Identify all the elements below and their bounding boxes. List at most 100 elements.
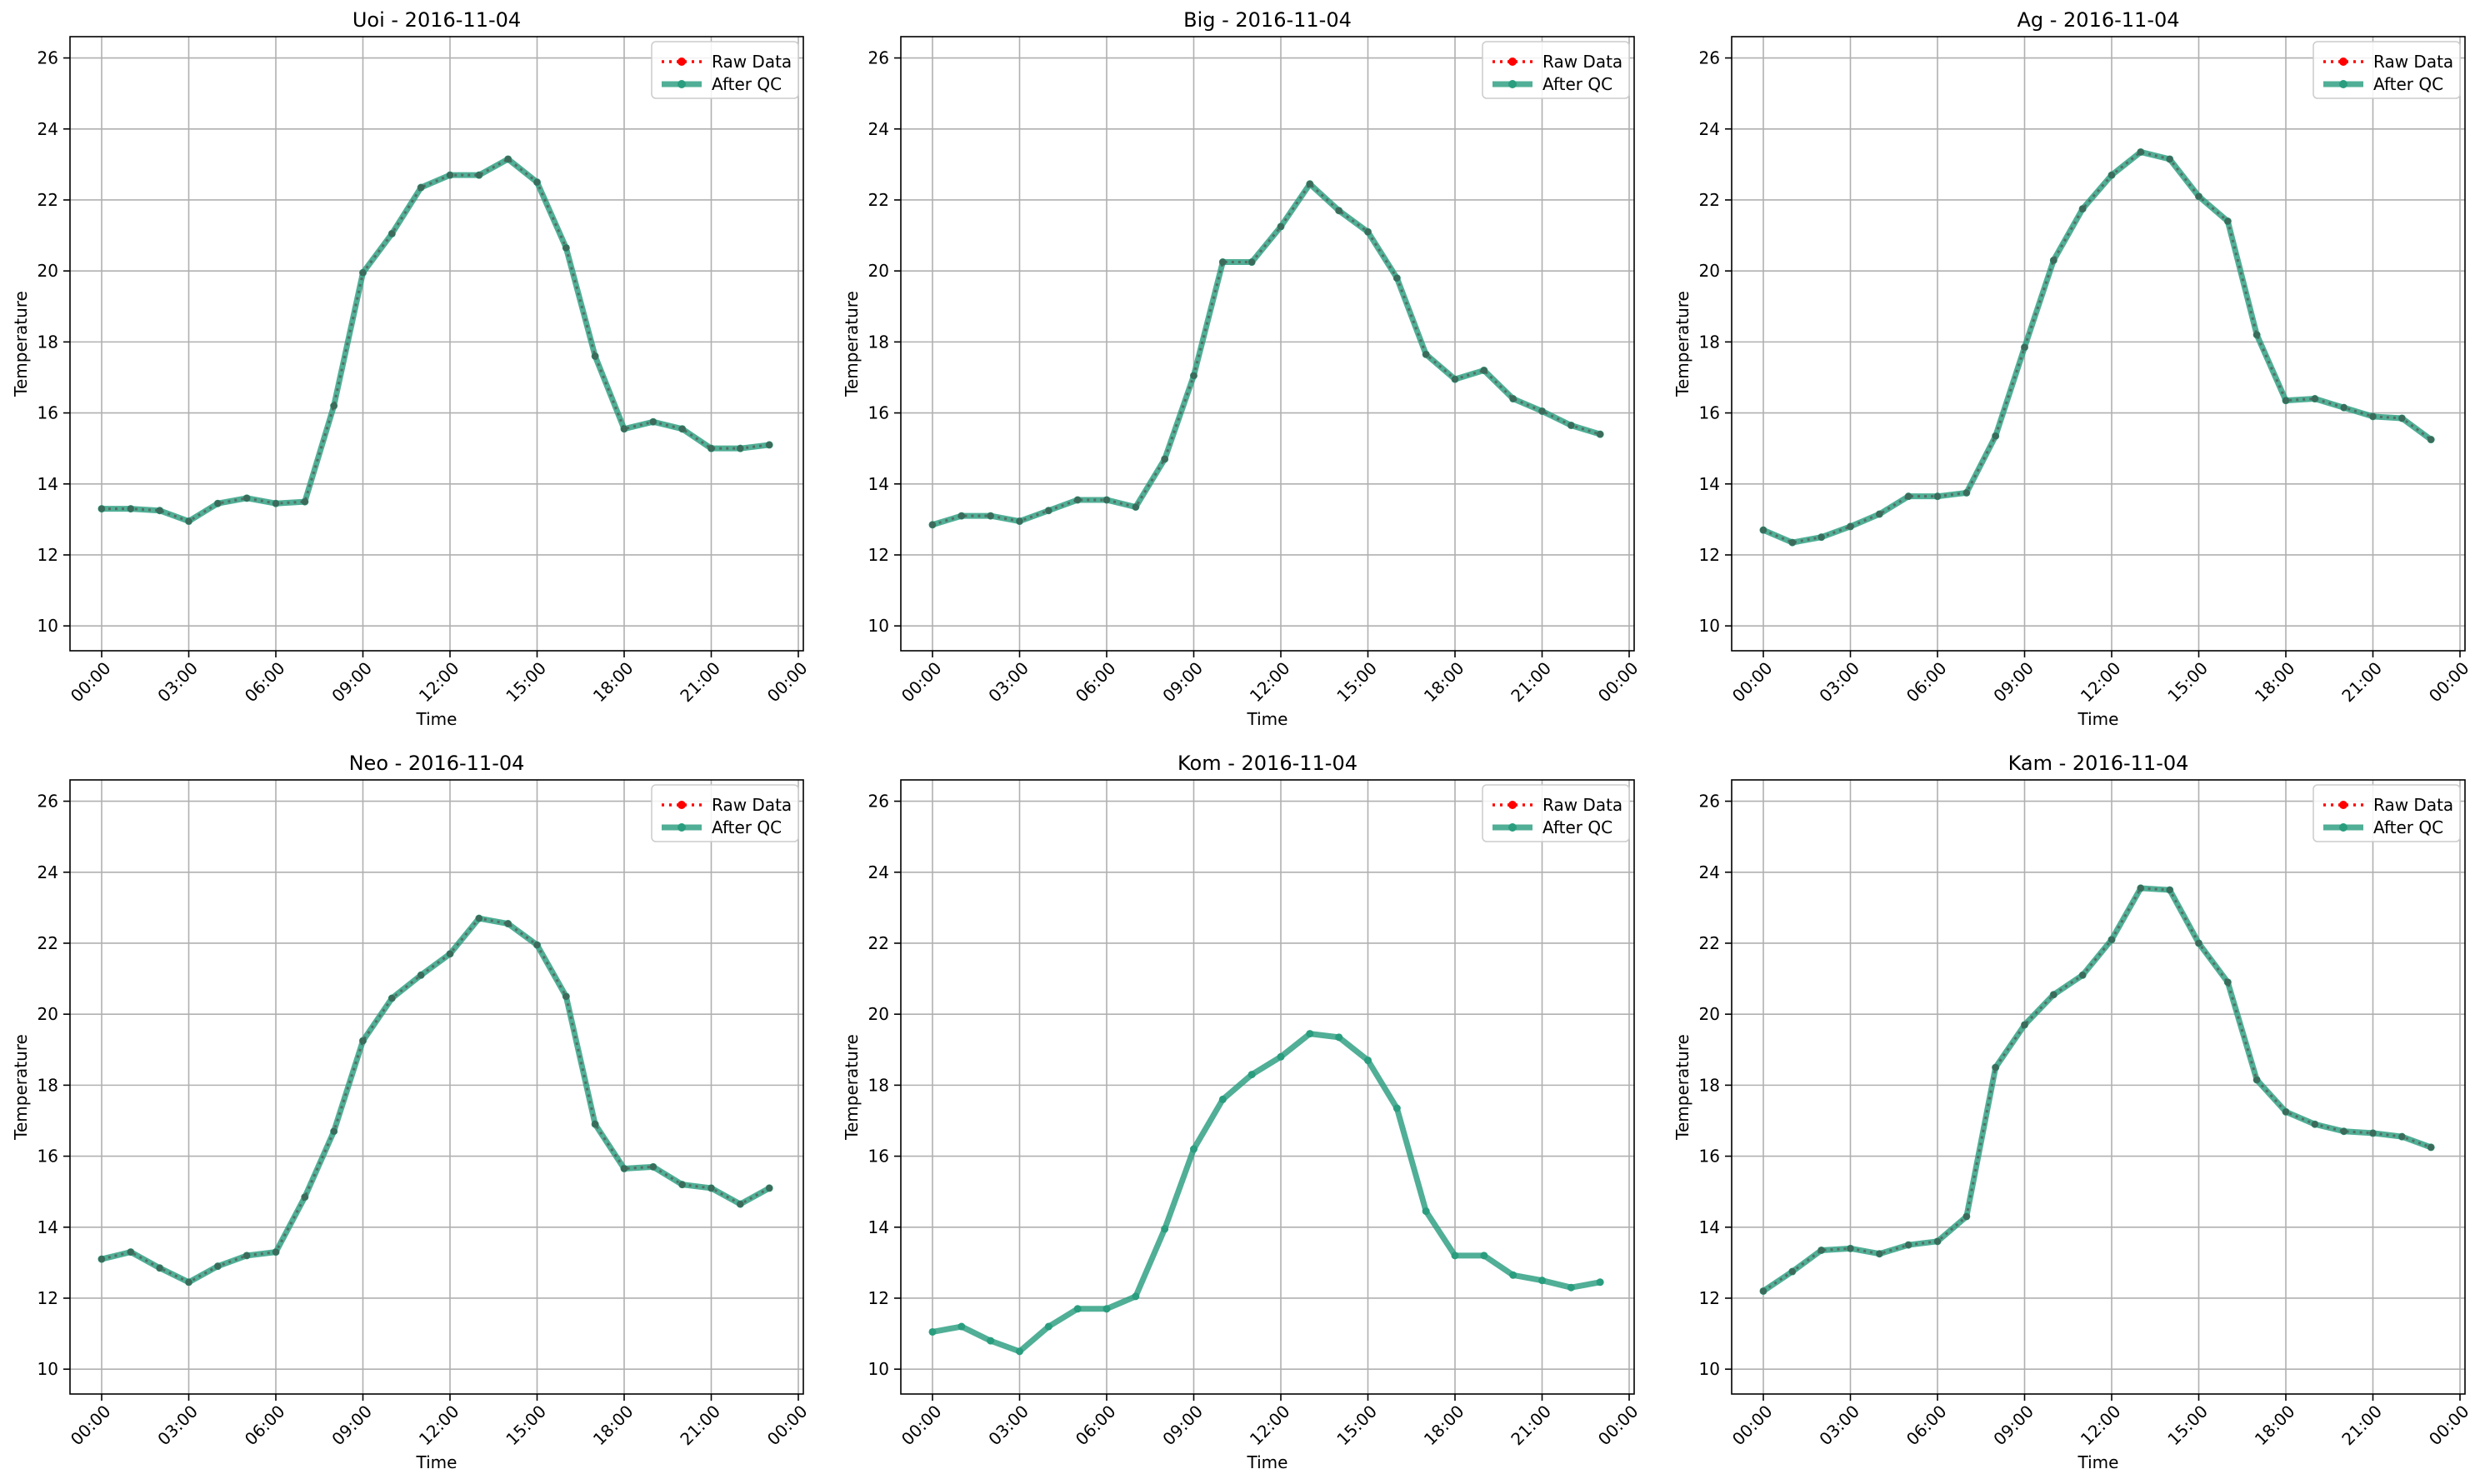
legend-raw-marker: [1508, 57, 1517, 66]
x-tick-label: 09:00: [1158, 1402, 1207, 1450]
point-raw-data: [708, 1184, 715, 1192]
point-raw-data: [737, 445, 744, 452]
series-line-after-qc: [98, 915, 772, 1286]
x-tick-label: 03:00: [1815, 1402, 1863, 1450]
point-raw-data: [708, 445, 715, 452]
y-tick-label: 22: [1699, 190, 1720, 210]
point-after-qc: [1392, 1104, 1401, 1112]
x-tick-label: 15:00: [2163, 1402, 2212, 1450]
y-tick-label: 20: [38, 1004, 58, 1024]
point-raw-data: [2195, 192, 2202, 200]
point-raw-data: [2224, 217, 2232, 225]
point-raw-data: [1818, 1247, 1825, 1254]
y-tick-label: 18: [38, 1075, 58, 1095]
point-raw-data: [2340, 1127, 2348, 1135]
x-tick-label: 00:00: [67, 1402, 115, 1450]
point-raw-data: [301, 498, 308, 506]
series-line-raw-data: [932, 182, 1601, 527]
subplot-3: 10 12 14 16 18 20 22 24 26 00:00 03:00 06:00 09:00 12…: [1672, 8, 2473, 729]
point-raw-data: [1788, 1268, 1796, 1276]
point-raw-data: [2398, 414, 2406, 422]
point-raw-data: [1452, 376, 1458, 383]
x-tick-label: 15:00: [502, 1402, 550, 1450]
point-raw-data: [1992, 432, 1999, 440]
point-raw-data: [2195, 939, 2202, 947]
x-tick-label: 15:00: [1332, 658, 1381, 707]
x-tick-label: 12:00: [1246, 1402, 1294, 1450]
point-raw-data: [929, 521, 936, 528]
y-tick-label: 24: [38, 862, 58, 882]
legend-raw-label: Raw Data: [712, 52, 792, 72]
point-raw-data: [504, 920, 512, 927]
point-raw-data: [1132, 503, 1139, 511]
point-raw-data: [678, 1181, 686, 1188]
subplot-4: 10 12 14 16 18 20 22 24 26 00:00 03:00 06:00 09:00 12…: [11, 752, 812, 1472]
point-raw-data: [185, 517, 192, 525]
point-raw-data: [2079, 972, 2087, 979]
y-tick-label: 12: [1699, 545, 1720, 565]
point-raw-data: [1568, 422, 1575, 429]
x-tick-label: 09:00: [328, 658, 376, 707]
x-tick-label: 00:00: [898, 658, 946, 707]
plot-area: [901, 780, 1634, 1394]
point-after-qc: [1538, 1277, 1546, 1285]
y-tick-label: 14: [38, 1217, 58, 1237]
point-raw-data: [388, 994, 396, 1002]
point-raw-data: [98, 505, 105, 512]
point-raw-data: [447, 950, 453, 957]
x-tick-label: 18:00: [1420, 658, 1468, 707]
point-after-qc: [1190, 1145, 1198, 1153]
legend-qc-marker: [678, 80, 686, 88]
point-raw-data: [562, 244, 570, 252]
point-raw-data: [2282, 1108, 2289, 1116]
y-axis-label: Temperature: [842, 291, 862, 397]
subplot-6: 10 12 14 16 18 20 22 24 26 00:00 03:00 06:00 09:00 12…: [1672, 752, 2473, 1472]
point-after-qc: [1277, 1052, 1285, 1061]
point-raw-data: [127, 1248, 134, 1256]
point-raw-data: [737, 1201, 744, 1208]
point-after-qc: [1218, 1095, 1227, 1103]
point-raw-data: [2050, 991, 2058, 998]
y-tick-label: 18: [38, 332, 58, 352]
point-raw-data: [2079, 205, 2087, 212]
point-raw-data: [2398, 1133, 2406, 1141]
x-tick-label: 21:00: [1507, 1402, 1555, 1450]
y-tick-label: 22: [868, 190, 889, 210]
x-axis-label: Time: [2078, 709, 2119, 729]
y-tick-label: 26: [38, 792, 58, 812]
legend-qc-label: After QC: [712, 74, 782, 94]
point-raw-data: [475, 172, 482, 179]
x-tick-label: 09:00: [1989, 658, 2038, 707]
y-tick-label: 10: [868, 616, 889, 636]
y-tick-label: 26: [38, 48, 58, 68]
point-raw-data: [592, 352, 599, 360]
legend-qc-marker: [678, 823, 686, 832]
x-tick-label: 18:00: [1420, 1402, 1468, 1450]
legend-raw-marker: [678, 57, 686, 66]
y-tick-label: 24: [868, 862, 889, 882]
x-tick-label: 00:00: [67, 658, 115, 707]
y-axis-label: Temperature: [11, 1034, 31, 1141]
point-raw-data: [127, 505, 134, 512]
x-tick-label: 00:00: [1594, 1402, 1642, 1450]
x-tick-label: 00:00: [898, 1402, 946, 1450]
point-raw-data: [1278, 222, 1284, 230]
y-tick-label: 10: [1699, 616, 1720, 636]
point-raw-data: [504, 155, 512, 162]
x-tick-label: 21:00: [2338, 658, 2386, 707]
x-axis-label: Time: [416, 709, 458, 729]
point-raw-data: [1161, 455, 1168, 462]
point-raw-data: [2428, 436, 2435, 443]
point-raw-data: [1905, 1242, 1912, 1249]
point-raw-data: [2224, 978, 2232, 986]
point-raw-data: [1788, 539, 1796, 547]
x-tick-label: 12:00: [2077, 658, 2125, 707]
y-tick-label: 10: [868, 1359, 889, 1379]
point-raw-data: [359, 1037, 367, 1045]
legend-raw-label: Raw Data: [2373, 795, 2453, 815]
subplot-title: Kam - 2016-11-04: [2008, 752, 2189, 775]
point-raw-data: [1597, 431, 1604, 438]
y-tick-label: 12: [38, 545, 58, 565]
x-tick-label: 06:00: [1072, 658, 1120, 707]
